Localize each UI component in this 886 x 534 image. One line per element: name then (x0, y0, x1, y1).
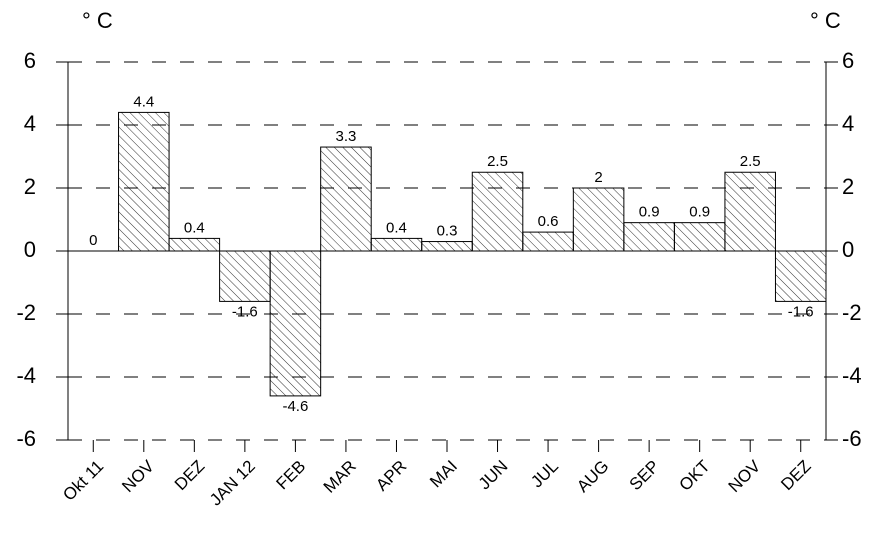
bar (774, 250, 827, 302)
value-label: 0.4 (386, 219, 407, 236)
bar (572, 187, 625, 252)
y2-tick-label: 2 (842, 174, 854, 199)
x-tick-label: FEB (273, 457, 310, 494)
bar (370, 237, 423, 252)
y-tick-label: 0 (24, 237, 36, 262)
y-tick-label: 4 (24, 111, 36, 136)
value-label: 0.9 (639, 204, 660, 221)
bar (118, 111, 170, 252)
y-tick-label: 2 (24, 174, 36, 199)
value-label: 0 (89, 232, 97, 249)
bar (673, 222, 726, 252)
value-label: 0.9 (689, 204, 710, 221)
bar (269, 250, 322, 397)
x-tick-label: JAN 12 (206, 457, 259, 510)
x-tick-label: OKT (676, 457, 714, 495)
bar (623, 222, 675, 252)
bar (471, 171, 524, 252)
y-axis-label: ° C (82, 8, 113, 33)
y-tick-label: -6 (16, 426, 36, 451)
value-label: -1.6 (232, 303, 258, 320)
x-tick-label: MAI (426, 457, 461, 492)
value-label: 0.3 (437, 223, 458, 240)
x-tick-label: MAR (320, 457, 360, 497)
value-label: 3.3 (336, 128, 357, 145)
x-tick-label: Okt 11 (59, 457, 107, 505)
bar (219, 250, 271, 302)
x-tick-label: NOV (118, 456, 158, 496)
y2-tick-label: -4 (842, 363, 862, 388)
y-tick-label: -4 (16, 363, 36, 388)
y2-tick-label: 0 (842, 237, 854, 262)
value-label: 0.4 (184, 219, 205, 236)
x-tick-label: DEZ (171, 457, 208, 494)
bar (522, 231, 574, 252)
y2-tick-label: 6 (842, 48, 854, 73)
y2-tick-label: -2 (842, 300, 862, 325)
x-tick-label: DEZ (777, 457, 814, 494)
y-tick-label: -2 (16, 300, 36, 325)
value-label: 0.6 (538, 213, 559, 230)
x-tick-label: JUN (475, 457, 512, 494)
x-tick-label: AUG (573, 457, 612, 496)
value-label: 2.5 (740, 153, 761, 170)
y2-tick-label: -6 (842, 426, 862, 451)
bar (168, 237, 221, 252)
bar (320, 146, 372, 252)
value-label: 2.5 (487, 153, 508, 170)
y2-tick-label: 4 (842, 111, 854, 136)
bar (421, 241, 473, 252)
value-label: -4.6 (282, 398, 308, 415)
y2-axis-label: ° C (810, 8, 841, 33)
value-label: -1.6 (788, 303, 814, 320)
value-label: 4.4 (133, 93, 154, 110)
x-tick-label: JUL (527, 457, 562, 492)
x-tick-label: APR (372, 457, 410, 495)
y-tick-label: 6 (24, 48, 36, 73)
x-tick-label: NOV (725, 456, 765, 496)
value-label: 2 (594, 169, 602, 186)
bar (724, 171, 776, 252)
x-tick-label: SEP (626, 457, 663, 494)
